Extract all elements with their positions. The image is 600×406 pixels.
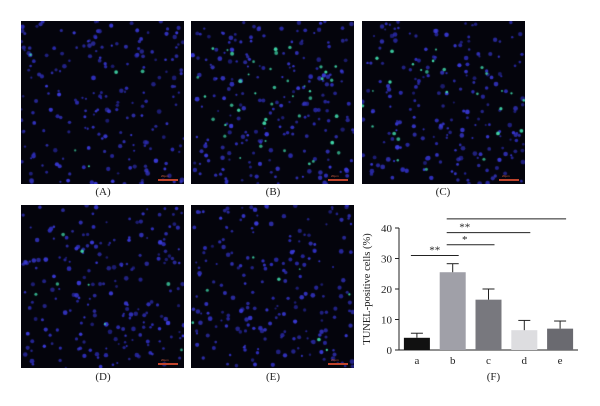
y-tick-label: 0: [387, 345, 393, 357]
y-tick-label: 10: [381, 315, 393, 327]
bar-c: [475, 299, 502, 350]
significance-label: **: [429, 244, 440, 256]
bar-d: [511, 330, 538, 350]
scale-bar: [328, 179, 348, 181]
panel-b-image: [191, 21, 354, 184]
x-tick-label: a: [414, 355, 419, 367]
significance-label: **: [459, 222, 470, 234]
panel-d-label: (D): [95, 371, 111, 383]
x-tick-label: c: [486, 355, 491, 367]
scale-bar-label: 20μm: [331, 174, 339, 178]
bar-e: [547, 328, 574, 350]
panel-c-label: (C): [435, 186, 451, 198]
scale-bar-label: 20μm: [161, 174, 169, 178]
panel-b-label: (B): [265, 186, 281, 198]
bar-b: [439, 272, 466, 350]
scale-bar-label: 20μm: [502, 174, 510, 178]
scale-bar-label: 20μm: [161, 358, 169, 362]
chart-panel-label: (F): [487, 371, 501, 383]
scale-bar: [328, 363, 348, 365]
y-axis-label: TUNEL-positive cells (%): [362, 233, 373, 345]
scale-bar: [158, 363, 178, 365]
y-tick-label: 40: [381, 223, 393, 235]
panel-e-image: [191, 205, 354, 368]
significance-label: **: [459, 218, 470, 220]
scale-bar: [499, 179, 519, 181]
bar-a: [403, 337, 430, 350]
x-tick-label: e: [558, 355, 563, 367]
panel-e-label: (E): [265, 371, 281, 383]
scale-bar: [158, 179, 178, 181]
panel-c-image: [362, 21, 525, 184]
panel-a-image: [21, 21, 184, 184]
x-tick-label: b: [450, 355, 456, 367]
panel-a-label: (A): [95, 186, 111, 198]
y-tick-label: 30: [381, 254, 393, 266]
x-tick-label: d: [522, 355, 528, 367]
panel-d-image: [21, 205, 184, 368]
significance-label: *: [462, 234, 468, 246]
scale-bar-label: 20μm: [331, 358, 339, 362]
y-tick-label: 20: [381, 284, 393, 296]
